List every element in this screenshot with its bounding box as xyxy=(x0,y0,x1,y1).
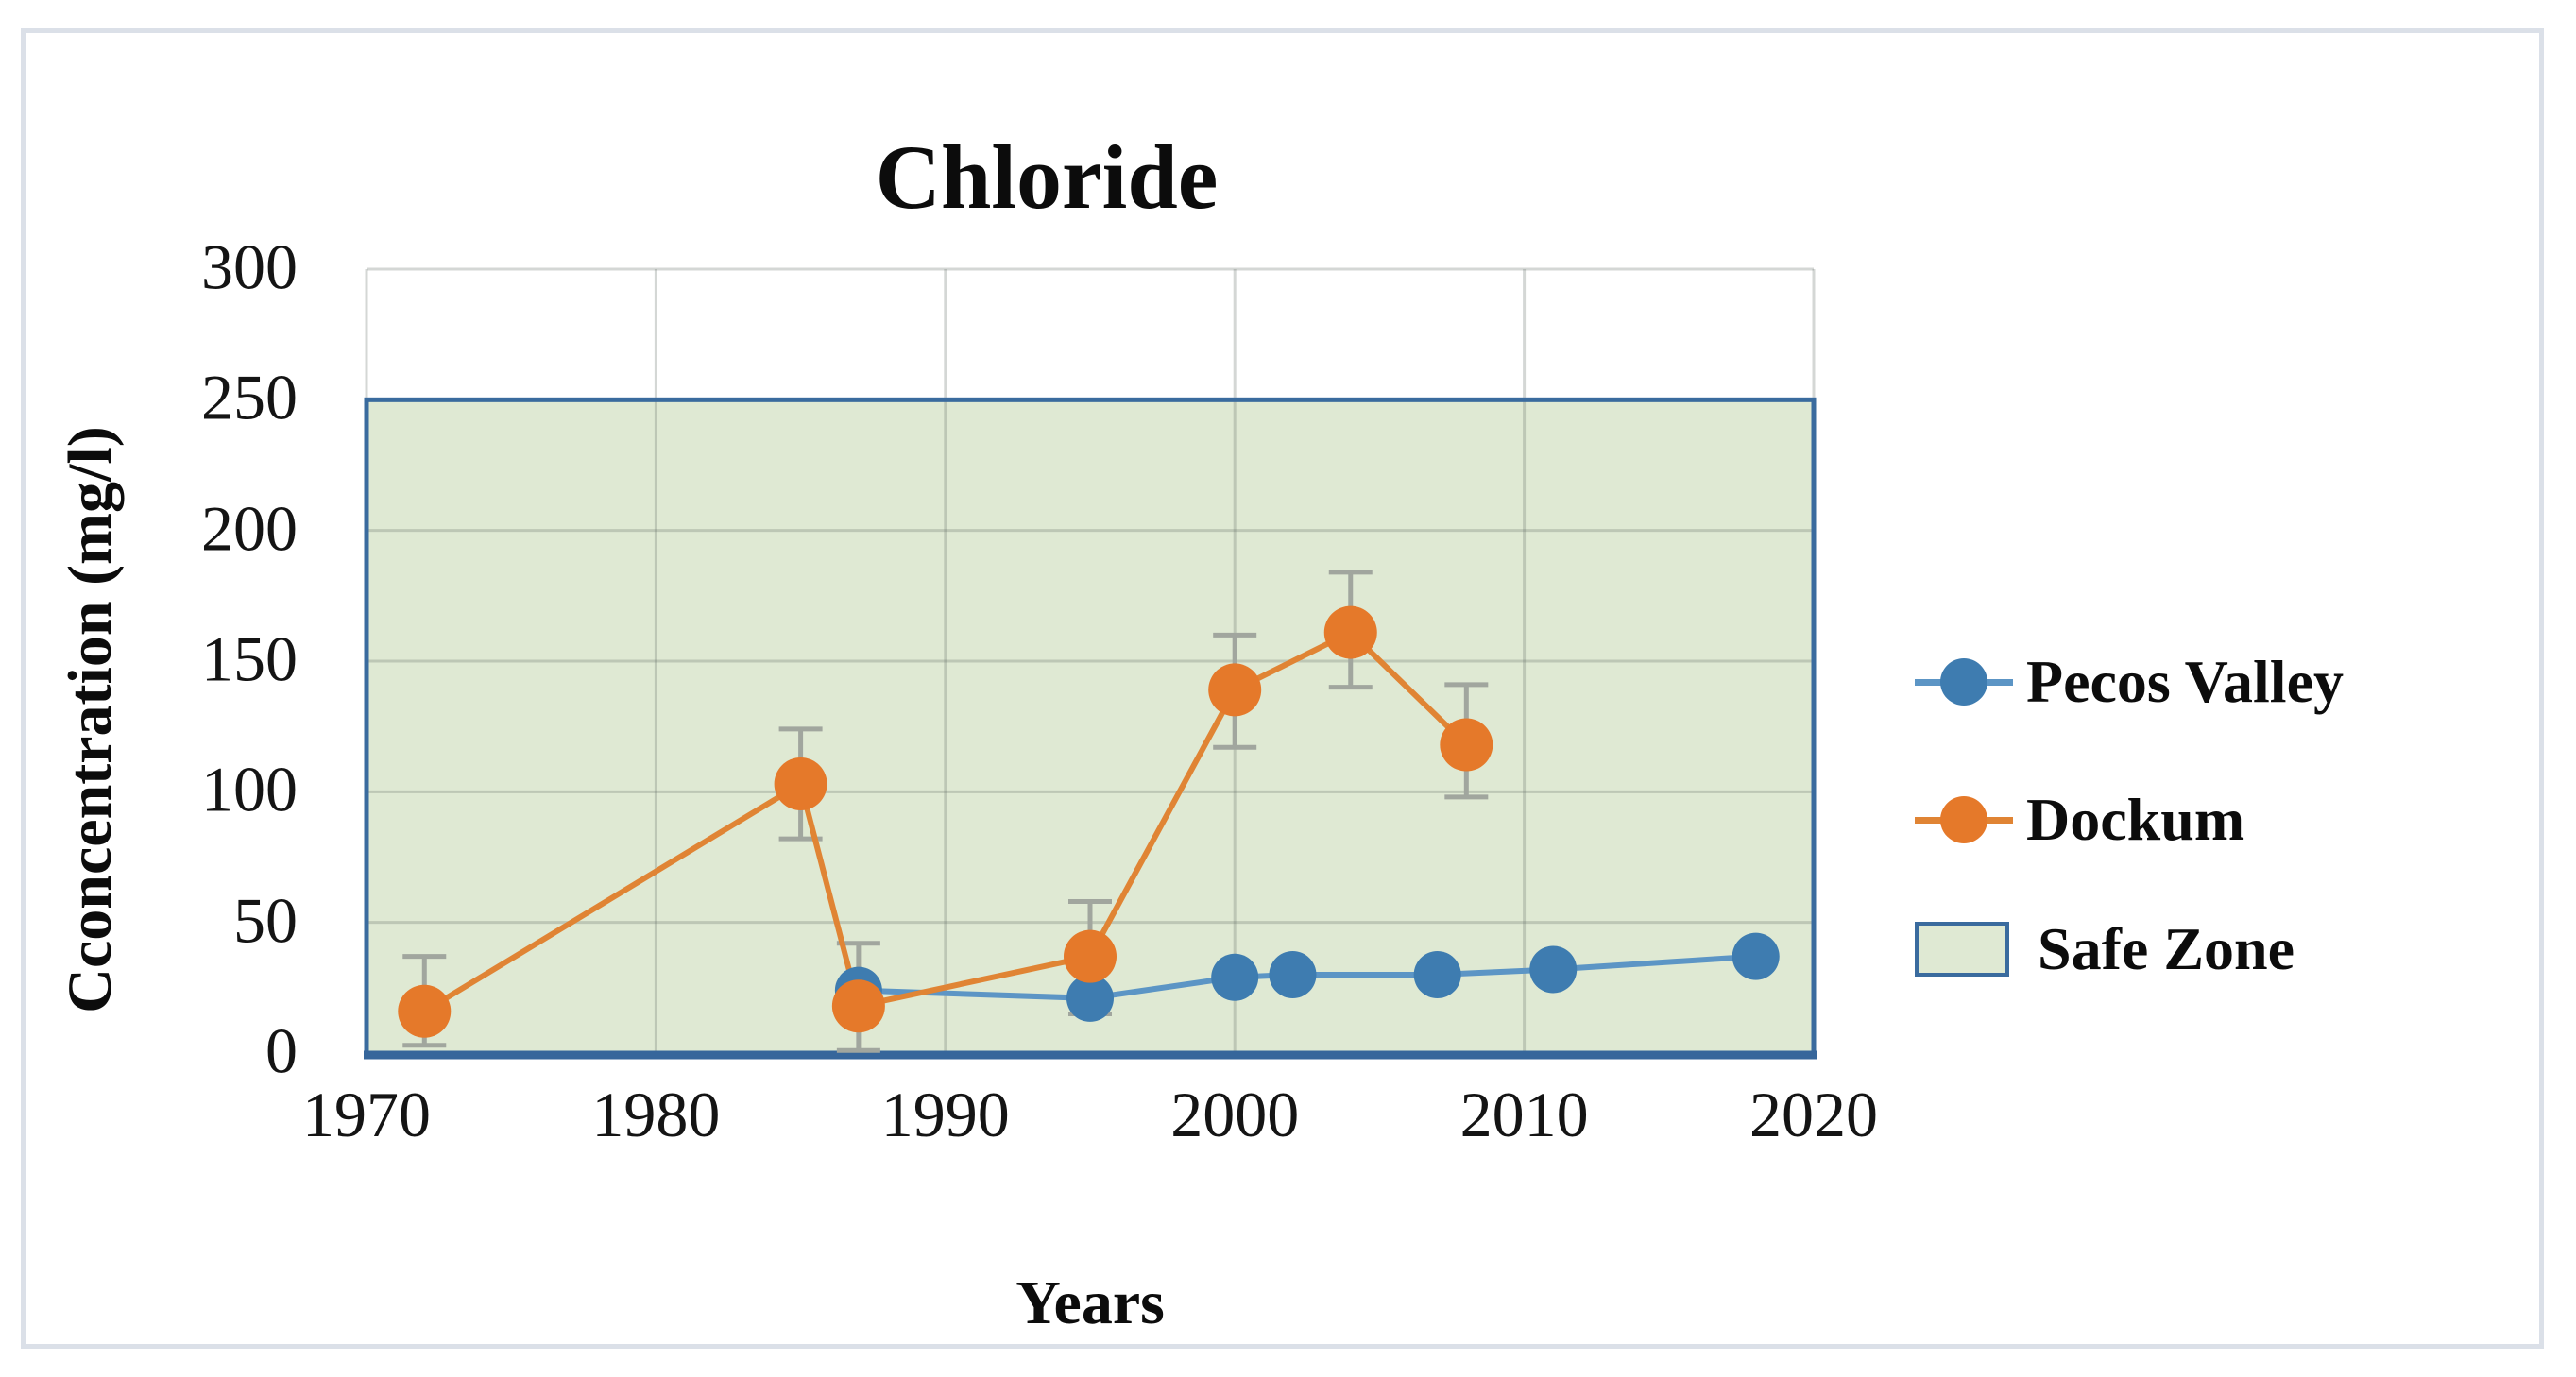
x-tick-label: 1980 xyxy=(591,1079,721,1150)
y-tick-label: 150 xyxy=(201,622,298,695)
x-tick-label: 2000 xyxy=(1170,1079,1300,1150)
y-tick-label: 250 xyxy=(201,361,298,434)
y-tick-label: 300 xyxy=(201,230,298,303)
chart-title: Chloride xyxy=(875,127,1219,228)
legend: Pecos Valley Dockum Safe Zone xyxy=(1915,0,2538,1377)
y-tick-label: 100 xyxy=(201,753,298,825)
plot-area-border xyxy=(364,397,1817,1060)
legend-label: Dockum xyxy=(2026,786,2245,853)
legend-item-pecos-valley: Pecos Valley xyxy=(1915,647,2344,717)
y-tick-label: 50 xyxy=(233,883,298,956)
legend-label: Safe Zone xyxy=(2038,915,2295,982)
y-tick-label: 200 xyxy=(201,491,298,564)
legend-item-dockum: Dockum xyxy=(1915,785,2244,855)
pecos-valley-marker-icon xyxy=(1940,658,1987,706)
pecos-valley-line-swatch xyxy=(1915,658,2013,706)
x-tick-label: 2020 xyxy=(1749,1079,1878,1150)
dockum-line-swatch xyxy=(1915,796,2013,843)
x-tick-label: 1970 xyxy=(302,1079,431,1150)
y-axis-tick-labels: 0 50 100 150 200 250 300 xyxy=(142,0,298,1377)
dockum-marker-icon xyxy=(1940,796,1987,843)
x-axis-title: Years xyxy=(1015,1268,1165,1337)
x-tick-label: 1990 xyxy=(880,1079,1010,1150)
safe-zone-swatch xyxy=(1915,922,2009,977)
legend-item-safe-zone: Safe Zone xyxy=(1915,914,2295,984)
x-tick-label: 2010 xyxy=(1459,1079,1589,1150)
y-tick-label: 0 xyxy=(265,1014,298,1087)
series-markers xyxy=(398,605,1780,1038)
legend-label: Pecos Valley xyxy=(2026,648,2344,715)
